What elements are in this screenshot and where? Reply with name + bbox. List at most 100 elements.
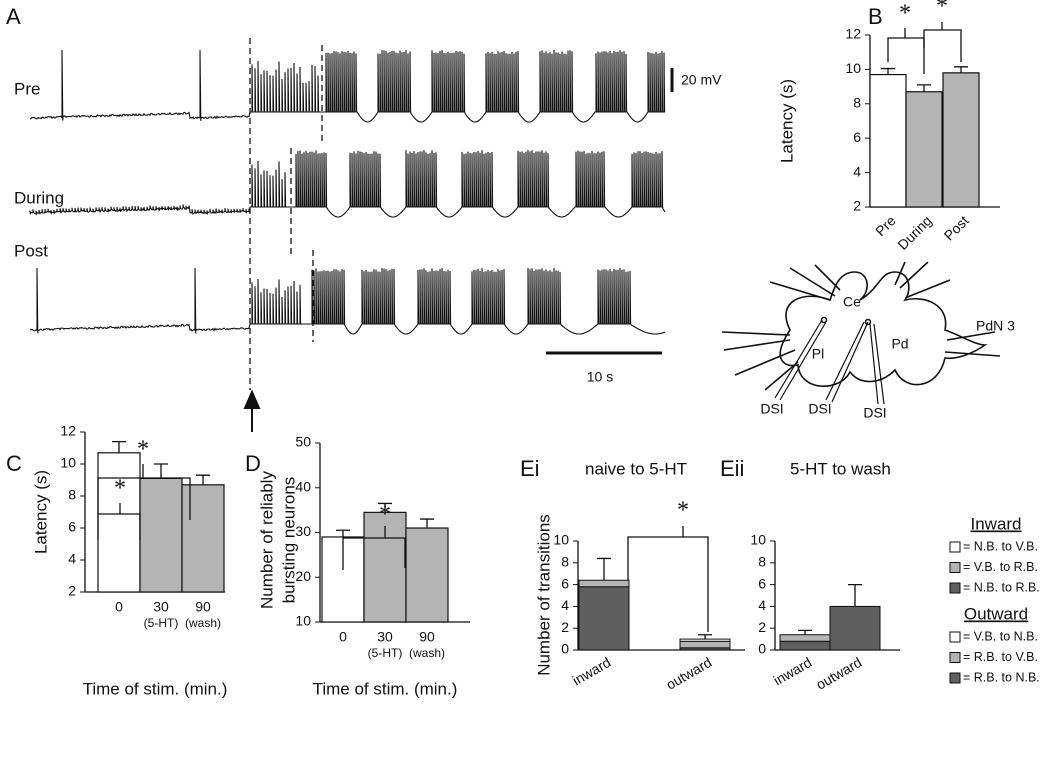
significance-star: *	[114, 476, 126, 502]
legend-label: = R.B. to N.B.	[963, 670, 1040, 684]
x-tick-label: Post	[941, 212, 972, 243]
error-bar	[798, 629, 812, 635]
y-tick-label: 40	[295, 478, 311, 494]
panel-label: B	[868, 4, 883, 29]
x-tick-label: 90	[419, 629, 435, 645]
bar-segment	[679, 638, 731, 642]
significance-bracket	[923, 22, 962, 62]
diagram-label: PdN 3	[976, 318, 1015, 334]
y-tick-label: 50	[295, 434, 311, 450]
y-tick-label: 2	[561, 619, 569, 635]
error-bar	[336, 529, 350, 537]
legend-label: = V.B. to R.B.	[963, 560, 1038, 574]
y-axis-label: bursting neurons	[279, 477, 298, 604]
legend-label: = R.B. to V.B.	[963, 650, 1038, 664]
bar-segment	[679, 640, 731, 649]
error-bar	[698, 634, 712, 640]
x-tick-label: 0	[339, 629, 347, 645]
legend-label: = V.B. to N.B.	[963, 629, 1038, 643]
soma	[820, 316, 828, 324]
error-bar	[881, 67, 895, 75]
legend-label: = N.B. to R.B.	[963, 580, 1040, 594]
y-tick-label: 2	[68, 583, 76, 599]
bar	[97, 452, 141, 593]
x-tick-label: Pre	[872, 212, 899, 239]
y-tick-label: 8	[561, 554, 569, 570]
y-tick-label: 4	[758, 597, 766, 613]
y-tick-label: 10	[553, 532, 569, 548]
bar	[869, 73, 907, 208]
y-tick-label: 4	[561, 597, 569, 613]
significance-bracket	[627, 526, 709, 632]
panel-label: D	[245, 451, 261, 476]
significance-bracket	[887, 28, 925, 74]
bar-segment	[829, 605, 881, 651]
legend-swatch	[949, 631, 961, 643]
bar	[942, 72, 980, 208]
x-tick-note: (5-HT)	[144, 616, 179, 630]
bar-segment	[779, 634, 831, 642]
y-axis-label: Number of reliably	[257, 471, 276, 609]
x-tick-label: 30	[377, 629, 393, 645]
bar-segment	[779, 640, 831, 651]
error-bar	[420, 518, 434, 529]
trace-label: Pre	[14, 79, 40, 98]
y-tick-label: 30	[295, 523, 311, 539]
significance-star: *	[137, 437, 149, 463]
x-tick-label: outward	[813, 654, 864, 693]
time-scale-label: 10 s	[587, 369, 613, 385]
y-axis-label: Latency (s)	[31, 470, 50, 554]
x-tick-note: (5-HT)	[368, 646, 403, 660]
y-tick-label: 10	[750, 532, 766, 548]
significance-star: *	[899, 1, 911, 27]
y-tick-label: 10	[845, 60, 861, 76]
electrodes	[774, 319, 885, 405]
legend-swatch	[949, 672, 961, 684]
y-tick-label: 6	[68, 519, 76, 535]
voltage-trace	[29, 49, 666, 123]
x-axis-label: Time of stim. (min.)	[313, 679, 458, 698]
diagram-label: Pl	[812, 346, 824, 362]
ganglion-outline	[779, 271, 988, 387]
y-tick-label: 6	[853, 129, 861, 145]
voltage-scale-label: 20 mV	[681, 72, 722, 88]
y-tick-label: 6	[758, 575, 766, 591]
diagram-label: DSI	[863, 405, 886, 421]
y-tick-label: 2	[853, 198, 861, 214]
x-tick-label: outward	[663, 654, 714, 693]
y-tick-label: 4	[853, 163, 861, 179]
y-tick-label: 20	[295, 568, 311, 584]
bar	[139, 477, 183, 593]
bar	[181, 484, 225, 593]
panel-label: A	[6, 4, 21, 29]
panel-label: C	[6, 451, 22, 476]
legend-title: Outward	[964, 604, 1028, 623]
significance-star: *	[936, 0, 948, 20]
y-tick-label: 8	[68, 487, 76, 503]
error-bar	[378, 502, 392, 513]
diagram-label: Pd	[891, 336, 908, 352]
y-tick-label: 2	[758, 619, 766, 635]
y-tick-label: 0	[561, 641, 569, 657]
x-axis-label: Time of stim. (min.)	[83, 679, 228, 698]
error-bar	[954, 66, 968, 73]
bar	[405, 527, 449, 623]
error-bar	[112, 440, 126, 453]
y-tick-label: 10	[295, 613, 311, 629]
bar-segment	[578, 586, 630, 651]
y-tick-label: 12	[60, 423, 76, 439]
bar	[905, 91, 943, 208]
legend-swatch	[949, 541, 961, 553]
x-tick-label: During	[894, 212, 934, 252]
voltage-trace	[29, 150, 666, 218]
x-tick-note: (wash)	[409, 646, 445, 660]
y-axis-label: Number of transitions	[534, 514, 553, 676]
panel-label: Eii	[720, 456, 744, 481]
significance-bracket	[97, 464, 191, 520]
stimulus-arrow	[243, 389, 261, 432]
legend-swatch	[949, 582, 961, 594]
nerves	[721, 261, 1001, 391]
y-axis-label: Latency (s)	[777, 79, 796, 163]
